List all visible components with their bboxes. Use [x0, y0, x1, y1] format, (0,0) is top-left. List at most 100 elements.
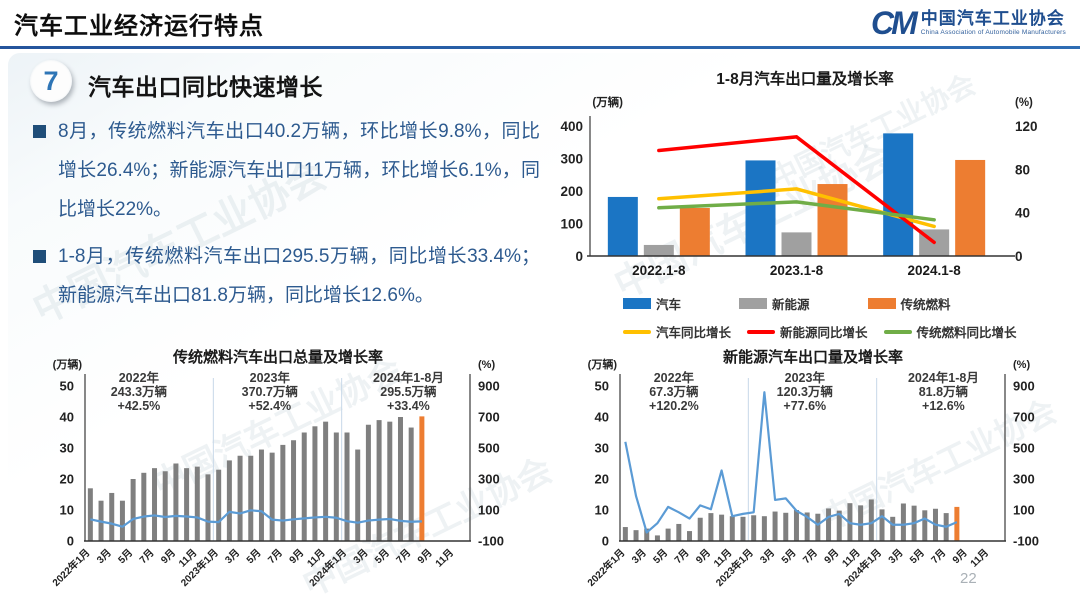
svg-text:5月: 5月: [116, 547, 135, 566]
svg-text:9月: 9月: [415, 547, 434, 566]
logo-org-name: 中国汽车工业协会: [920, 9, 1065, 29]
svg-text:3月: 3月: [629, 547, 648, 566]
svg-text:5月: 5月: [779, 547, 798, 566]
svg-text:300: 300: [478, 472, 500, 487]
svg-text:300: 300: [1013, 472, 1035, 487]
svg-text:7月: 7月: [800, 547, 819, 566]
svg-text:10: 10: [595, 503, 609, 518]
svg-text:2022年1月: 2022年1月: [49, 546, 92, 589]
chart-fuel-monthly: 传统燃料汽车出口总量及增长率 (万辆) (%) 50 40 30 20 10 0 900 700 50…: [10, 348, 535, 605]
svg-text:0: 0: [575, 249, 583, 264]
bullet-item: 8月，传统燃料汽车出口40.2万辆，环比增长9.8%，同比增长26.4%；新能源…: [33, 112, 540, 229]
svg-text:7月: 7月: [672, 547, 691, 566]
svg-text:(万辆): (万辆): [588, 357, 618, 371]
svg-text:900: 900: [1013, 379, 1035, 394]
legend-line-nev-growth: [747, 329, 776, 334]
svg-text:0: 0: [602, 534, 609, 549]
svg-text:(%): (%): [1015, 97, 1033, 109]
svg-text:5月: 5月: [372, 547, 391, 566]
svg-text:30: 30: [595, 441, 609, 456]
svg-text:2023.1-8: 2023.1-8: [770, 263, 824, 278]
chart-total-exports: 1-8月汽车出口量及增长率 (万辆) (%) 400 300 200 100 0 120 80 40…: [543, 68, 1075, 350]
cama-logo-mark-icon: CM: [871, 5, 918, 41]
svg-text:900: 900: [478, 379, 500, 394]
svg-text:100: 100: [478, 503, 500, 518]
svg-text:700: 700: [1013, 410, 1035, 425]
svg-text:80: 80: [1015, 162, 1030, 177]
svg-text:(万辆): (万辆): [592, 95, 623, 109]
svg-text:3月: 3月: [351, 547, 370, 566]
bullet-text: 8月，传统燃料汽车出口40.2万辆，环比增长9.8%，同比增长26.4%；新能源…: [58, 121, 540, 220]
svg-text:20: 20: [595, 472, 609, 487]
logo-org-name-en: China Association of Automobile Manufact…: [920, 28, 1066, 36]
svg-text:7月: 7月: [265, 547, 284, 566]
bullet-square-icon: [33, 250, 46, 263]
legend-label: 汽车同比增长: [656, 326, 732, 340]
svg-text:1-8月汽车出口量及增长率: 1-8月汽车出口量及增长率: [716, 69, 894, 88]
svg-text:10: 10: [60, 503, 74, 518]
svg-text:-100: -100: [478, 534, 504, 549]
legend-item: 汽车同比增长: [623, 322, 731, 341]
svg-text:(%): (%): [478, 359, 495, 371]
svg-text:(万辆): (万辆): [53, 357, 83, 371]
section-number-badge: 7: [30, 60, 72, 102]
page-number: 22: [960, 570, 977, 587]
svg-text:40: 40: [60, 410, 74, 425]
chart-total-exports-plot: 1-8月汽车出口量及增长率(万辆) (%)40030020010001208040…: [560, 69, 1037, 278]
svg-text:300: 300: [560, 152, 583, 167]
chart-fuel-monthly-plot: 传统燃料汽车出口总量及增长率(万辆) (%)5040302010090070050…: [49, 348, 504, 589]
legend-item: 新能源: [739, 294, 810, 313]
svg-text:7月: 7月: [137, 547, 156, 566]
svg-text:0: 0: [67, 534, 74, 549]
svg-text:5月: 5月: [651, 547, 670, 566]
legend-line-fuel-growth: [883, 329, 912, 334]
bullet-square-icon: [33, 125, 46, 138]
legend-label: 传统燃料: [900, 298, 951, 312]
svg-text:30: 30: [60, 441, 74, 456]
bullet-list: 8月，传统燃料汽车出口40.2万辆，环比增长9.8%，同比增长26.4%；新能源…: [33, 112, 540, 323]
svg-text:2022.1-8: 2022.1-8: [632, 263, 686, 278]
legend-label: 新能源同比增长: [780, 326, 868, 340]
svg-text:3月: 3月: [886, 547, 905, 566]
section-heading: 汽车出口同比快速增长: [88, 74, 323, 100]
svg-text:-100: -100: [1013, 534, 1039, 549]
svg-text:2024.1-8: 2024.1-8: [908, 263, 962, 278]
svg-text:5月: 5月: [907, 547, 926, 566]
legend-item: 新能源同比增长: [747, 322, 868, 341]
svg-text:3月: 3月: [94, 547, 113, 566]
legend-label: 新能源: [772, 298, 810, 312]
legend-swatch-fuel: [867, 298, 896, 309]
svg-text:3月: 3月: [758, 547, 777, 566]
svg-text:3月: 3月: [223, 547, 242, 566]
legend-line-auto-growth: [623, 329, 651, 334]
svg-text:新能源汽车出口量及增长率: 新能源汽车出口量及增长率: [723, 348, 903, 366]
bullet-item: 1-8月，传统燃料汽车出口295.5万辆，同比增长33.4%；新能源汽车出口81…: [33, 237, 540, 315]
svg-text:100: 100: [1013, 503, 1035, 518]
svg-text:400: 400: [560, 119, 583, 134]
svg-text:20: 20: [60, 472, 74, 487]
svg-text:7月: 7月: [394, 547, 413, 566]
svg-text:9月: 9月: [287, 547, 306, 566]
svg-text:11月: 11月: [968, 547, 991, 570]
bullet-text: 1-8月，传统燃料汽车出口295.5万辆，同比增长33.4%；新能源汽车出口81…: [58, 246, 540, 306]
svg-text:500: 500: [478, 441, 500, 456]
svg-text:50: 50: [60, 379, 74, 394]
svg-text:9月: 9月: [950, 547, 969, 566]
legend-item: 传统燃料: [867, 294, 951, 313]
svg-text:9月: 9月: [159, 547, 178, 566]
svg-text:40: 40: [595, 410, 609, 425]
chart-legend: 汽车 新能源 传统燃料 汽车同比增长 新能源同比增长 传统燃料同比增长: [543, 294, 1075, 341]
chart-nev-monthly-plot: 新能源汽车出口量及增长率(万辆) (%)504030201009007005003…: [584, 348, 1039, 589]
legend-swatch-auto: [623, 298, 651, 309]
page-title: 汽车工业经济运行特点: [14, 13, 264, 40]
legend-item: 传统燃料同比增长: [883, 322, 1017, 341]
cama-logo: CM 中国汽车工业协会 China Association of Automob…: [871, 4, 1066, 42]
header-divider: [0, 46, 1080, 49]
svg-text:5月: 5月: [244, 547, 263, 566]
legend-item: 汽车: [623, 294, 681, 313]
